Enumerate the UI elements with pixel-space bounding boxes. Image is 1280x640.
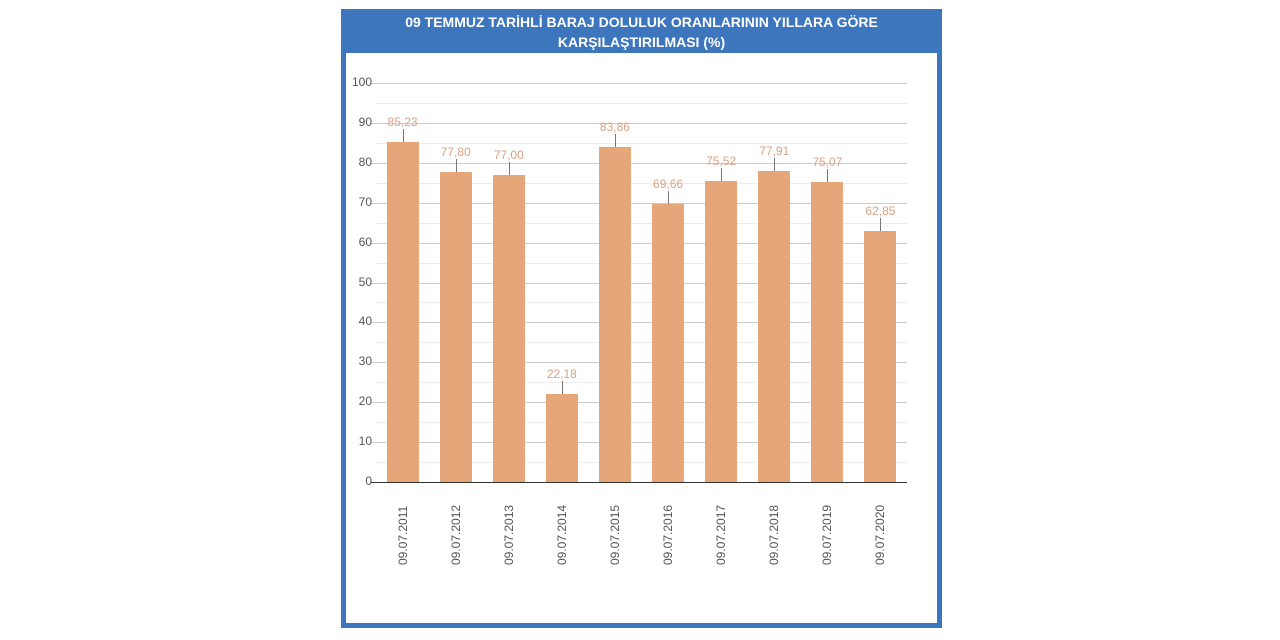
major-gridline — [371, 362, 907, 363]
value-label-leader — [721, 167, 722, 181]
bar — [386, 141, 419, 482]
x-tick-label: 09.07.2011 — [395, 505, 410, 565]
x-tick-label: 09.07.2014 — [554, 504, 569, 565]
value-label-leader — [562, 380, 563, 394]
bar — [652, 204, 685, 482]
major-gridline — [371, 203, 907, 204]
minor-gridline — [376, 422, 907, 423]
bar — [439, 171, 472, 482]
y-tick-label: 70 — [358, 195, 372, 209]
value-label: 69,66 — [653, 177, 684, 192]
x-tick-label: 09.07.2017 — [714, 504, 729, 565]
y-tick-label: 100 — [351, 75, 372, 89]
value-label: 75,07 — [812, 155, 843, 170]
bar — [758, 171, 791, 482]
major-gridline — [371, 243, 907, 244]
value-label-leader — [880, 218, 881, 232]
x-tick-label: 09.07.2016 — [661, 504, 676, 565]
minor-gridline — [376, 103, 907, 104]
value-label-leader — [509, 161, 510, 175]
major-gridline — [371, 163, 907, 164]
chart-title: 09 TEMMUZ TARİHLİ BARAJ DOLULUK ORANLARI… — [341, 9, 942, 53]
value-label: 77,00 — [493, 147, 524, 162]
minor-gridline — [376, 342, 907, 343]
y-tick-label: 40 — [358, 314, 372, 328]
x-tick-label: 09.07.2019 — [820, 504, 835, 565]
y-tick-label: 90 — [358, 115, 372, 129]
value-label: 62,85 — [865, 204, 896, 219]
y-tick-label: 20 — [358, 394, 372, 408]
bar — [492, 174, 525, 482]
value-label-leader — [615, 134, 616, 148]
minor-gridline — [376, 263, 907, 264]
value-label: 77,80 — [440, 144, 471, 159]
x-tick-label: 09.07.2018 — [767, 504, 782, 565]
major-gridline — [371, 322, 907, 323]
y-tick-label: 30 — [358, 354, 372, 368]
major-gridline — [371, 123, 907, 124]
minor-gridline — [376, 462, 907, 463]
y-tick-label: 50 — [358, 275, 372, 289]
x-tick-label: 09.07.2015 — [607, 504, 622, 565]
chart-title-line-2: KARŞILAŞTIRILMASI (%) — [557, 34, 726, 50]
y-tick-label: 60 — [358, 235, 372, 249]
bar — [705, 180, 738, 482]
value-label-leader — [668, 191, 669, 205]
value-label: 85,23 — [387, 114, 418, 129]
value-label: 75,52 — [706, 153, 737, 168]
x-axis-line — [371, 482, 907, 483]
minor-gridline — [376, 302, 907, 303]
minor-gridline — [376, 183, 907, 184]
x-tick-label: 09.07.2013 — [501, 504, 516, 565]
value-label-leader — [827, 169, 828, 183]
minor-gridline — [376, 143, 907, 144]
value-label: 83,86 — [599, 120, 630, 135]
major-gridline — [371, 283, 907, 284]
y-tick-label: 0 — [365, 474, 372, 488]
x-tick-label: 09.07.2012 — [448, 504, 463, 565]
plot-area: 0 10 20 30 40 50 60 70 80 90 100 85,23 09.07.2011 77,… — [0, 0, 907, 640]
major-gridline — [371, 402, 907, 403]
value-label-leader — [456, 158, 457, 172]
minor-gridline — [376, 223, 907, 224]
bar — [545, 393, 578, 482]
major-gridline — [371, 442, 907, 443]
chart-title-line-1: 09 TEMMUZ TARİHLİ BARAJ DOLULUK ORANLARI… — [405, 14, 878, 30]
bar — [811, 182, 844, 482]
value-label: 77,91 — [759, 144, 790, 159]
y-tick-label: 80 — [358, 155, 372, 169]
major-gridline — [371, 83, 907, 84]
minor-gridline — [376, 382, 907, 383]
bar — [598, 147, 631, 482]
value-label: 22,18 — [546, 366, 577, 381]
x-tick-label: 09.07.2020 — [873, 504, 888, 565]
value-label-leader — [403, 128, 404, 142]
bar — [864, 231, 897, 482]
value-label-leader — [774, 158, 775, 172]
y-tick-label: 10 — [358, 434, 372, 448]
